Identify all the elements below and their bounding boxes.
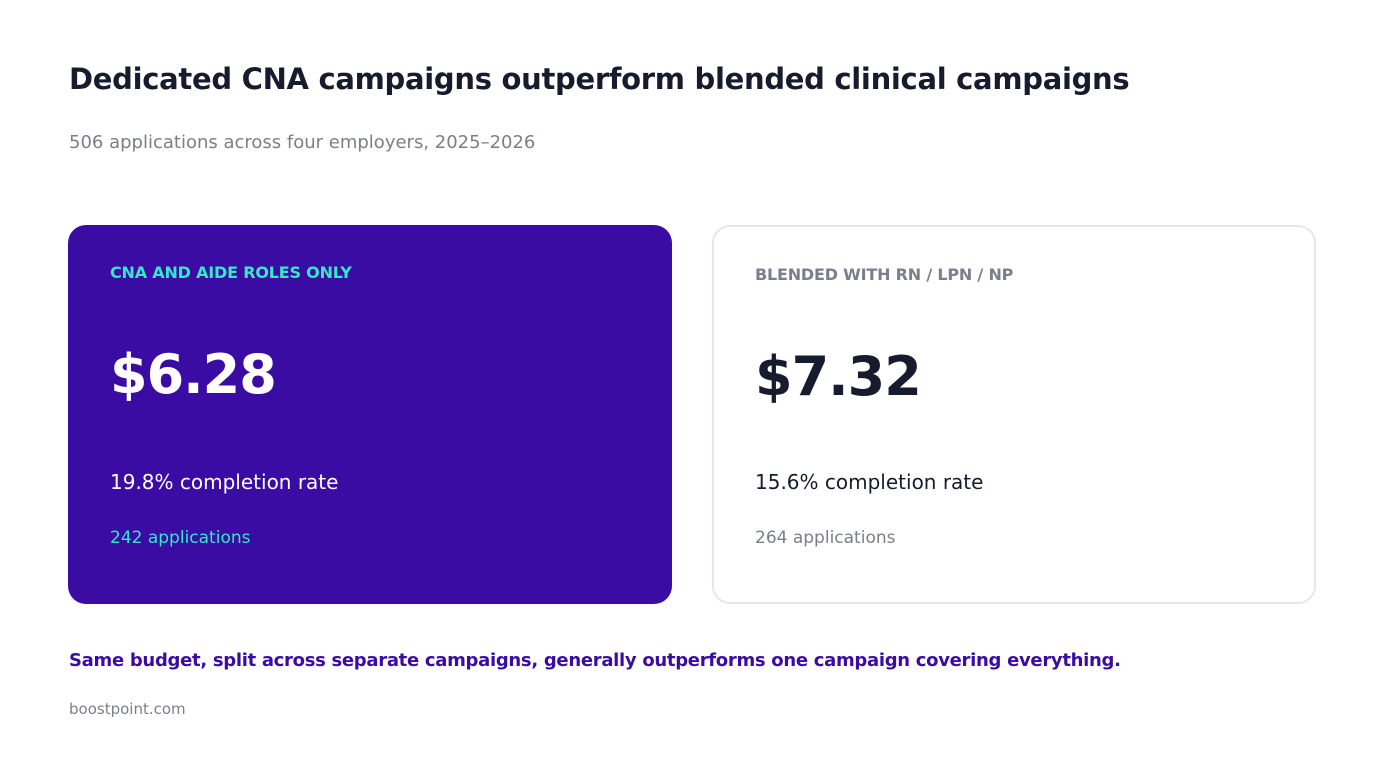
page-subtitle: 506 applications across four employers, …	[69, 132, 535, 153]
completion-rate: 15.6% completion rate	[755, 470, 983, 494]
card-label: BLENDED WITH RN / LPN / NP	[755, 265, 1013, 284]
application-count: 242 applications	[110, 528, 250, 548]
cost-per-application-value: $6.28	[110, 343, 276, 406]
card-label: CNA AND AIDE ROLES ONLY	[110, 263, 352, 282]
page-title: Dedicated CNA campaigns outperform blend…	[69, 62, 1129, 96]
cost-per-application-value: $7.32	[755, 345, 921, 408]
cna-only-card: CNA AND AIDE ROLES ONLY $6.28 19.8% comp…	[68, 225, 672, 604]
takeaway-text: Same budget, split across separate campa…	[69, 650, 1121, 671]
blended-card: BLENDED WITH RN / LPN / NP $7.32 15.6% c…	[712, 225, 1316, 604]
source-footer: boostpoint.com	[69, 700, 186, 718]
application-count: 264 applications	[755, 528, 895, 548]
completion-rate: 19.8% completion rate	[110, 470, 338, 494]
